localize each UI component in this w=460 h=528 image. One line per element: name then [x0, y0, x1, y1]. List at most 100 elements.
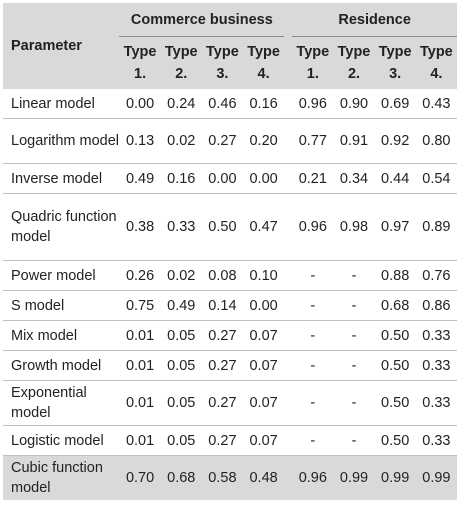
residence-cell: 0.69 — [374, 89, 416, 119]
commerce-type-4-header: Type 4. — [247, 44, 280, 82]
residence-cell: - — [292, 260, 334, 291]
residence-type-3-header: Type 3. — [378, 44, 412, 82]
commerce-cell: 0.24 — [160, 89, 202, 119]
residence-cell: 0.34 — [333, 163, 375, 194]
commerce-cell: 0.00 — [243, 163, 285, 194]
row-parameter: Exponential model — [3, 380, 120, 426]
residence-cell: 0.90 — [333, 89, 375, 119]
commerce-cell: 0.00 — [243, 290, 285, 321]
residence-cell: 0.96 — [292, 89, 334, 119]
table-row: Logistic model 0.01 0.05 0.27 0.07 - - 0… — [3, 425, 457, 456]
residence-cell: 0.33 — [415, 350, 457, 381]
table-row: Linear model 0.00 0.24 0.46 0.16 0.96 0.… — [3, 89, 457, 119]
commerce-cell: 0.01 — [119, 350, 161, 381]
gap-cell — [284, 89, 293, 119]
gap-cell — [284, 118, 293, 164]
residence-cell: - — [292, 320, 334, 351]
residence-header: Residence — [292, 3, 457, 37]
residence-cell: - — [333, 260, 375, 291]
residence-cell: 0.44 — [374, 163, 416, 194]
residence-cell: 0.33 — [415, 380, 457, 426]
commerce-cell: 0.01 — [119, 320, 161, 351]
commerce-cell: 0.05 — [160, 350, 202, 381]
residence-cell: - — [333, 320, 375, 351]
residence-cell: 0.91 — [333, 118, 375, 164]
residence-cell: 0.68 — [374, 290, 416, 321]
row-parameter: Logarithm model — [3, 118, 120, 164]
table-row: Cubic function model 0.70 0.68 0.58 0.48… — [3, 455, 457, 501]
gap-cell — [284, 260, 293, 291]
model-comparison-table: Parameter Commerce business Residence Ty… — [3, 3, 457, 500]
residence-cell: 0.99 — [422, 470, 451, 486]
table-row: Inverse model 0.49 0.16 0.00 0.00 0.21 0… — [3, 163, 457, 194]
table-row: Mix model 0.01 0.05 0.27 0.07 - - 0.50 0… — [3, 320, 457, 351]
residence-cell: - — [292, 380, 334, 426]
commerce-cell: 0.46 — [201, 89, 243, 119]
commerce-type-2-header: Type 2. — [164, 44, 198, 82]
commerce-cell: 0.38 — [119, 193, 161, 261]
residence-cell: - — [333, 425, 375, 456]
residence-cell: 0.43 — [415, 89, 457, 119]
commerce-cell: 0.07 — [243, 380, 285, 426]
row-parameter: Inverse model — [3, 163, 120, 194]
parameter-header: Parameter — [11, 38, 82, 54]
results-table-container: Parameter Commerce business Residence Ty… — [3, 3, 457, 500]
residence-cell: 0.98 — [333, 193, 375, 261]
gap-cell — [284, 456, 292, 501]
residence-cell: 0.99 — [381, 470, 410, 486]
residence-cell: 0.76 — [415, 260, 457, 291]
commerce-cell: 0.48 — [249, 470, 278, 486]
commerce-type-1-header: Type 1. — [123, 44, 157, 82]
residence-cell: - — [333, 290, 375, 321]
table-row: Power model 0.26 0.02 0.08 0.10 - - 0.88… — [3, 260, 457, 291]
residence-cell: 0.50 — [374, 320, 416, 351]
gap-cell — [284, 425, 293, 456]
commerce-cell: 0.27 — [201, 320, 243, 351]
residence-cell: 0.80 — [415, 118, 457, 164]
table-header: Parameter Commerce business Residence Ty… — [3, 3, 457, 89]
residence-cell: - — [292, 350, 334, 381]
residence-cell: 0.50 — [374, 350, 416, 381]
residence-cell: 0.96 — [292, 193, 334, 261]
residence-cell: 0.97 — [374, 193, 416, 261]
residence-type-2-header: Type 2. — [337, 44, 371, 82]
commerce-cell: 0.05 — [160, 380, 202, 426]
residence-cell: 0.50 — [374, 380, 416, 426]
commerce-cell: 0.50 — [201, 193, 243, 261]
commerce-cell: 0.70 — [125, 470, 155, 486]
gap-cell — [284, 350, 293, 381]
commerce-cell: 0.16 — [243, 89, 285, 119]
table-row: Logarithm model 0.13 0.02 0.27 0.20 0.77… — [3, 118, 457, 164]
commerce-cell: 0.07 — [243, 350, 285, 381]
gap-cell — [284, 163, 293, 194]
residence-cell: 0.50 — [374, 425, 416, 456]
residence-cell: 0.96 — [298, 470, 327, 486]
commerce-cell: 0.27 — [201, 380, 243, 426]
commerce-cell: 0.49 — [160, 290, 202, 321]
commerce-cell: 0.10 — [243, 260, 285, 291]
commerce-cell: 0.01 — [119, 380, 161, 426]
residence-cell: - — [292, 290, 334, 321]
commerce-cell: 0.00 — [201, 163, 243, 194]
commerce-cell: 0.75 — [119, 290, 161, 321]
residence-cell: - — [333, 380, 375, 426]
row-parameter: Mix model — [3, 320, 120, 351]
commerce-cell: 0.13 — [119, 118, 161, 164]
commerce-cell: 0.08 — [201, 260, 243, 291]
commerce-cell: 0.07 — [243, 320, 285, 351]
commerce-cell: 0.27 — [201, 350, 243, 381]
row-parameter: Cubic function model — [11, 460, 103, 496]
residence-cell: 0.92 — [374, 118, 416, 164]
gap-cell — [284, 320, 293, 351]
commerce-cell: 0.05 — [160, 320, 202, 351]
gap-cell — [284, 193, 293, 261]
gap-cell — [284, 290, 293, 321]
commerce-cell: 0.20 — [243, 118, 285, 164]
commerce-cell: 0.05 — [160, 425, 202, 456]
table-row: S model 0.75 0.49 0.14 0.00 - - 0.68 0.8… — [3, 290, 457, 321]
row-parameter: S model — [3, 290, 120, 321]
residence-cell: 0.89 — [415, 193, 457, 261]
commerce-cell: 0.00 — [119, 89, 161, 119]
table-row: Quadric function model 0.38 0.33 0.50 0.… — [3, 193, 457, 261]
row-parameter: Growth model — [3, 350, 120, 381]
